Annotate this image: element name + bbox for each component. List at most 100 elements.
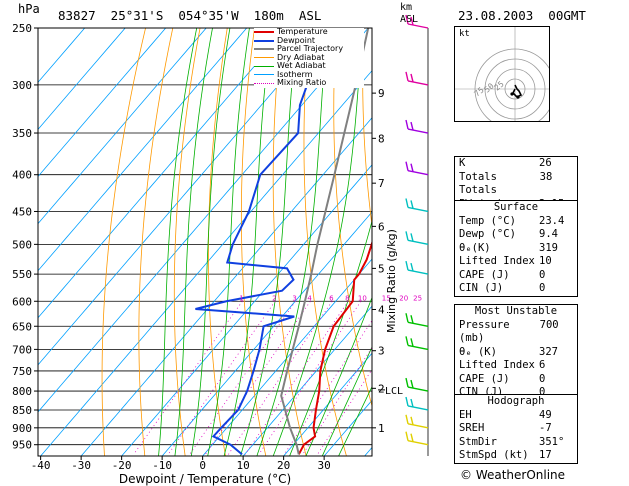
wind-barb [405, 260, 429, 275]
mixing-ratio-line [205, 301, 311, 455]
wind-barb [405, 198, 429, 213]
mixing-ratio-label: 10 [358, 294, 367, 302]
wind-barb [405, 377, 429, 392]
row-value: 38 [539, 170, 553, 183]
wet-adiabat-line [338, 385, 372, 456]
isotherm-line [283, 352, 372, 456]
wet-adiabat-line [207, 28, 250, 456]
isotherm-line [38, 28, 329, 366]
legend-item: Mixing Ratio [254, 78, 364, 88]
hodograph-plot: 75 50 25 [455, 27, 556, 130]
wind-barb [405, 396, 429, 411]
wind-barb [405, 414, 429, 429]
mixing-ratio-label: 15 [382, 294, 391, 302]
row-label: Dewp (°C) [459, 228, 516, 240]
isotherm-line [161, 211, 372, 456]
wet-adiabat-line [158, 28, 198, 456]
wind-barb [405, 431, 429, 446]
mixing-ratio-label: 3 [292, 294, 296, 302]
isotherm-line [38, 28, 369, 413]
mixing-ratio-label: 8 [345, 294, 349, 302]
height-tick-label: 2 [378, 382, 385, 395]
row-value: 17 [539, 449, 552, 461]
temperature-tick-label: -20 [112, 459, 132, 472]
temperature-tick-label: 20 [277, 459, 290, 472]
row-value: 700 [539, 318, 559, 331]
row-value: 23.4 [539, 214, 565, 227]
table-row: θₑ(K) 319 [455, 242, 577, 256]
legend-swatch [254, 82, 274, 84]
pressure-tick-label: 250 [12, 22, 32, 35]
temperature-tick-label: 30 [318, 459, 331, 472]
hpa-axis-title: hPa [18, 2, 40, 16]
height-tick-label: 4 [378, 303, 385, 316]
mixing-ratio-line [317, 368, 372, 455]
row-value: 0 [539, 386, 546, 398]
legend-swatch [254, 39, 274, 42]
table-row: Temp (°C) 23.4 [455, 215, 577, 229]
row-value: 0 [539, 282, 546, 294]
pressure-tick-label: 650 [12, 320, 32, 333]
row-label: StmSpd (kt) [459, 449, 529, 461]
table-row: StmDir 351° [455, 436, 577, 450]
temperature-tick-label: 0 [199, 459, 206, 472]
pressure-tick-label: 950 [12, 439, 32, 452]
row-label: CAPE (J) [459, 268, 510, 281]
table-row: Dewp (°C) 9.4 [455, 228, 577, 242]
credit-label: © WeatherOnline [460, 468, 566, 482]
row-value: 0 [539, 268, 546, 281]
legend-label: Isotherm [277, 69, 313, 79]
table-row: Pressure (mb) 700 [455, 319, 577, 346]
wind-barb [405, 161, 429, 176]
row-label: θₑ (K) [459, 345, 497, 358]
wind-barb [405, 336, 429, 351]
pressure-tick-label: 350 [12, 127, 32, 140]
legend-item: Isotherm [254, 69, 364, 80]
table-row: θₑ (K) 327 [455, 346, 577, 360]
height-tick-label: 3 [378, 345, 385, 358]
height-tick-label: 6 [378, 220, 385, 233]
x-axis-label: Dewpoint / Temperature (°C) [119, 472, 291, 486]
plot-area [38, 28, 372, 456]
row-label: CIN (J) [459, 282, 504, 294]
mixing-ratio-line [133, 301, 243, 455]
mixing-ratio-axis-label: Mixing Ratio (g/kg) [385, 229, 398, 333]
pressure-tick-label: 500 [12, 238, 32, 251]
temperature-tick-label: -40 [31, 459, 51, 472]
wet-adiabat-line [256, 28, 328, 456]
pressure-tick-label: 850 [12, 404, 32, 417]
dry-adiabat-line [173, 28, 201, 456]
wet-adiabat-line [174, 28, 213, 456]
temperature-tick-label: -10 [152, 459, 172, 472]
hodograph: 75 50 25 kt [454, 26, 556, 130]
row-value: 6 [539, 359, 546, 371]
table-row: CAPE (J) 0 [455, 373, 577, 387]
row-label: Pressure (mb) [459, 318, 510, 345]
hodograph-table: Hodograph EH 49 SREH -7 StmDir 351° StmSpd (kt)… [454, 394, 578, 464]
temperature-tick-label: -30 [71, 459, 91, 472]
mixing-ratio-label: 20 [399, 294, 408, 302]
hodograph-unit: kt [459, 29, 470, 39]
legend-item: Temperature [254, 27, 364, 37]
isotherm-line [242, 305, 372, 456]
surface-table: Surface Temp (°C) 23.4 Dewp (°C) 9.4 θₑ(K) 319… [454, 200, 578, 297]
dewpoint-series [195, 28, 335, 456]
table-row: StmSpd (kt) 17 [455, 449, 577, 463]
table-row: CIN (J) 0 [455, 282, 577, 296]
wind-barb [405, 119, 429, 134]
row-value: 0 [539, 372, 546, 385]
most-unstable-table: Most Unstable Pressure (mb) 700 θₑ (K) 327 Li… [454, 304, 578, 401]
legend-swatch [254, 57, 274, 59]
legend-label: Dewpoint [277, 35, 316, 45]
pressure-tick-label: 300 [12, 79, 32, 92]
isotherm-line [202, 258, 372, 456]
wet-adiabat-line [305, 296, 372, 456]
height-tick-label: 1 [378, 422, 385, 435]
row-value: 49 [539, 408, 552, 421]
legend-swatch [254, 74, 274, 76]
pressure-tick-label: 800 [12, 385, 32, 398]
row-label: EH [459, 408, 472, 421]
dry-adiabat-line [303, 28, 347, 456]
row-label: Lifted Index [459, 359, 535, 371]
